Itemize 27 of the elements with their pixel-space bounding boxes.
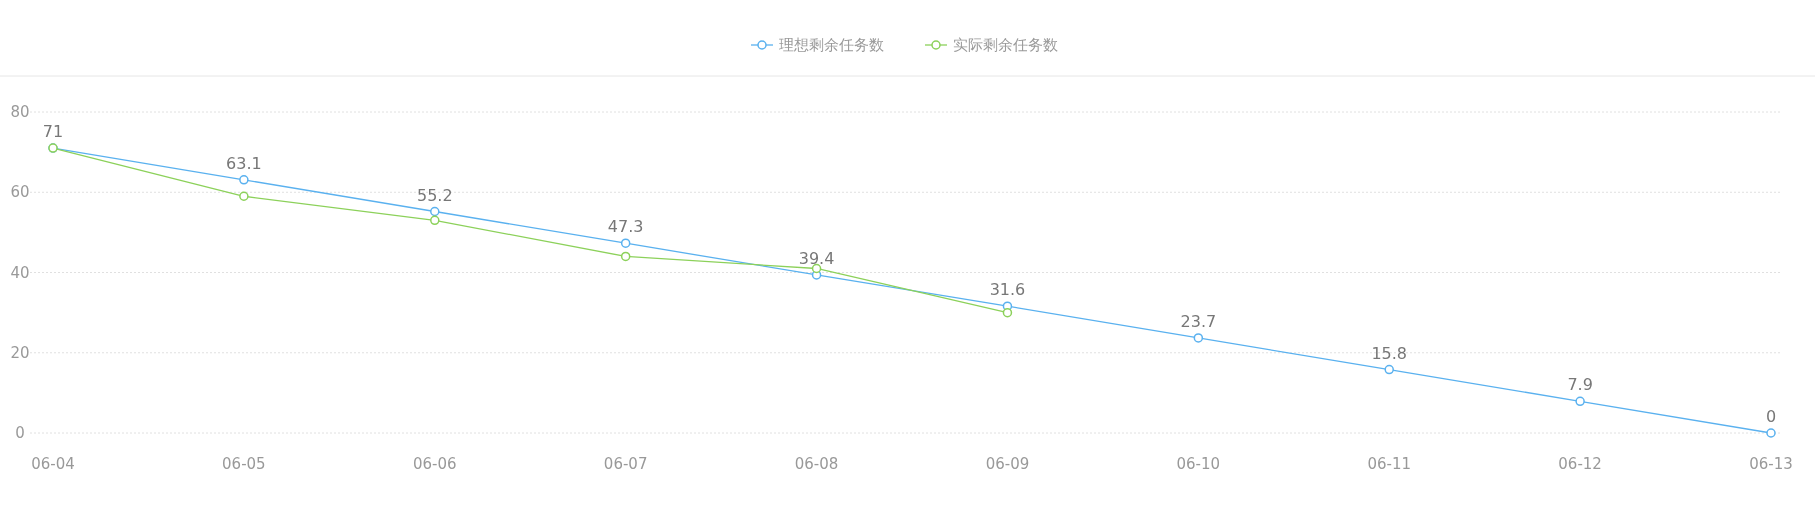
x-tick-label: 06-10 bbox=[1176, 455, 1221, 473]
data-label: 15.8 bbox=[1371, 343, 1408, 363]
x-tick-label: 06-09 bbox=[985, 455, 1030, 473]
y-tick-label: 80 bbox=[10, 103, 30, 121]
x-tick-label: 06-12 bbox=[1558, 455, 1602, 473]
x-tick-label: 06-08 bbox=[794, 455, 839, 473]
data-label: 47.3 bbox=[607, 217, 644, 237]
x-tick-label: 06-06 bbox=[412, 455, 457, 473]
x-tick-label: 06-07 bbox=[603, 455, 648, 473]
x-tick-label: 06-13 bbox=[1749, 455, 1793, 473]
data-label: 71 bbox=[42, 122, 64, 142]
data-label: 7.9 bbox=[1567, 375, 1593, 395]
legend-label: 实际剩余任务数 bbox=[953, 36, 1058, 54]
data-label: 63.1 bbox=[226, 153, 262, 173]
data-label: 55.2 bbox=[416, 185, 453, 205]
y-tick-label: 0 bbox=[15, 424, 25, 442]
y-tick-label: 20 bbox=[10, 343, 30, 362]
x-tick-label: 06-05 bbox=[222, 455, 266, 473]
data-label: 23.7 bbox=[1180, 311, 1217, 331]
legend-label: 理想剩余任务数 bbox=[779, 36, 884, 54]
y-tick-label: 40 bbox=[10, 263, 30, 282]
data-label: 39.4 bbox=[798, 248, 835, 268]
data-label: 0 bbox=[1765, 407, 1777, 426]
x-tick-label: 06-11 bbox=[1367, 455, 1412, 473]
data-label: 31.6 bbox=[989, 280, 1026, 300]
y-tick-label: 60 bbox=[10, 183, 30, 202]
x-tick-label: 06-04 bbox=[31, 455, 75, 473]
